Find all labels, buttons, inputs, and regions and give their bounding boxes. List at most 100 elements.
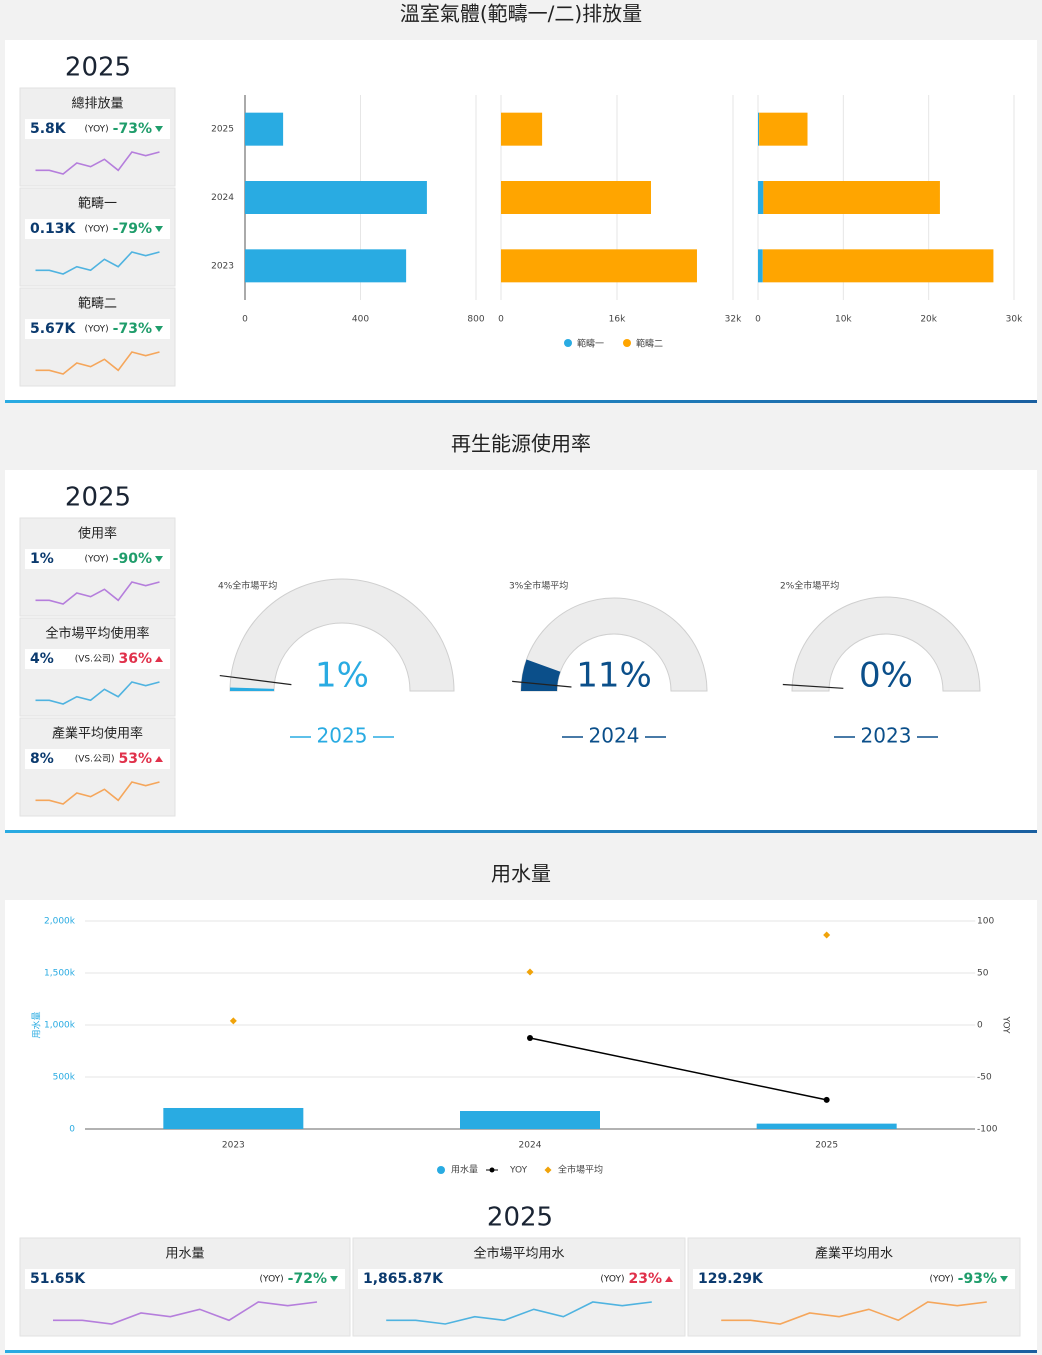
x-tick-label: 400 [352,315,369,325]
bar [758,181,764,214]
y2-tick-label: 50 [977,969,989,979]
line-point [527,1035,533,1041]
trend-arrow [155,126,163,132]
value-row [25,649,170,669]
y-tick-label: 2023 [211,261,234,271]
card-label: 全市場平均使用率 [45,626,149,642]
bar [460,1111,600,1129]
card-value: 8% [30,751,54,767]
value-row [358,1269,680,1289]
year-title: 2025 [487,1203,553,1233]
sparkline [35,581,160,605]
x-tick-label: 0 [755,315,761,325]
sparkline [721,1301,987,1325]
trend-arrow [155,326,163,332]
legend-marker [564,339,572,347]
gauge-track [520,597,708,692]
y2-tick-label: 0 [977,1021,983,1031]
bar [763,181,940,214]
gauge-value: 1% [315,656,369,696]
gauge-year: 2025 [317,724,368,748]
avg-needle [219,674,292,686]
card-value: 1,865.87K [363,1271,444,1287]
y-tick-label: 1,500k [44,969,76,979]
line-point [823,1096,830,1103]
gauge-track [229,578,455,692]
compare-label: (YOY) [85,125,109,135]
value-row [25,1269,345,1289]
card-label: 產業平均用水 [815,1246,893,1262]
card-value: 5.8K [30,121,67,137]
bar [245,249,407,283]
gauge-fill [230,687,275,691]
sparkline [53,1301,318,1325]
y2-tick-label: 100 [977,917,994,927]
avg-label: 3%全市場平均 [509,580,568,592]
sparkline [386,1301,652,1325]
section-title: 再生能源使用率 [451,432,591,456]
card-label: 用水量 [165,1247,204,1262]
card-value: 5.67K [30,321,77,337]
avg-needle [512,680,572,688]
x-tick-label: 20k [920,315,937,325]
sparkline [35,251,160,275]
trend-arrow [155,656,163,662]
card-label: 範疇一 [78,197,117,212]
legend-label: 全市場平均 [558,1164,603,1176]
legend-marker [489,1167,495,1173]
change: -73% [113,121,152,137]
y-tick-label: 0 [69,1125,75,1135]
compare-label: (VS.公司) [75,654,115,665]
compare-label: (YOY) [85,225,109,235]
bar [501,249,697,283]
legend-label: YOY [509,1166,528,1176]
card-label: 總排放量 [71,96,123,112]
compare-label: (YOY) [600,1275,624,1285]
change: 53% [118,751,152,767]
sparkline [35,151,160,175]
x-tick-label: 10k [835,315,852,325]
card-value: 1% [30,551,54,567]
compare-label: (YOY) [260,1275,284,1285]
x-tick-label: 2024 [519,1141,542,1151]
scatter-point [229,1017,237,1025]
x-tick-label: 0 [242,315,248,325]
trend-arrow [330,1276,338,1282]
x-tick-label: 30k [1006,315,1023,325]
divider [5,400,1037,403]
x-tick-label: 800 [467,315,484,325]
legend-marker [623,339,631,347]
bar [758,249,763,283]
bar [163,1107,304,1129]
bar [758,112,760,146]
y2-axis-label: YOY [1001,1015,1011,1034]
value-row [693,1269,1015,1289]
change: -73% [113,321,152,337]
sparkline [35,681,160,705]
value-row [25,219,170,239]
compare-label: (YOY) [85,555,109,565]
trend-arrow [155,556,163,562]
change: 36% [118,651,152,667]
x-tick-label: 16k [609,315,626,325]
year-title: 2025 [65,53,131,83]
section-title: 溫室氣體(範疇一/二)排放量 [400,2,642,26]
legend-marker [437,1166,445,1174]
y2-tick-label: -50 [977,1073,992,1083]
sparkline [35,781,160,805]
card-value: 129.29K [698,1271,764,1287]
compare-label: (VS.公司) [75,754,115,765]
compare-label: (YOY) [85,325,109,335]
value-row [25,119,170,139]
card-label: 範疇二 [78,297,117,312]
section-title: 用水量 [491,862,551,886]
avg-label: 2%全市場平均 [780,580,839,592]
change: 23% [628,1271,662,1287]
y-tick-label: 2024 [211,193,234,203]
change: -93% [958,1271,997,1287]
y-tick-label: 2025 [211,125,234,135]
bar [245,181,427,214]
legend-marker [544,1166,552,1174]
panel [5,40,1037,400]
